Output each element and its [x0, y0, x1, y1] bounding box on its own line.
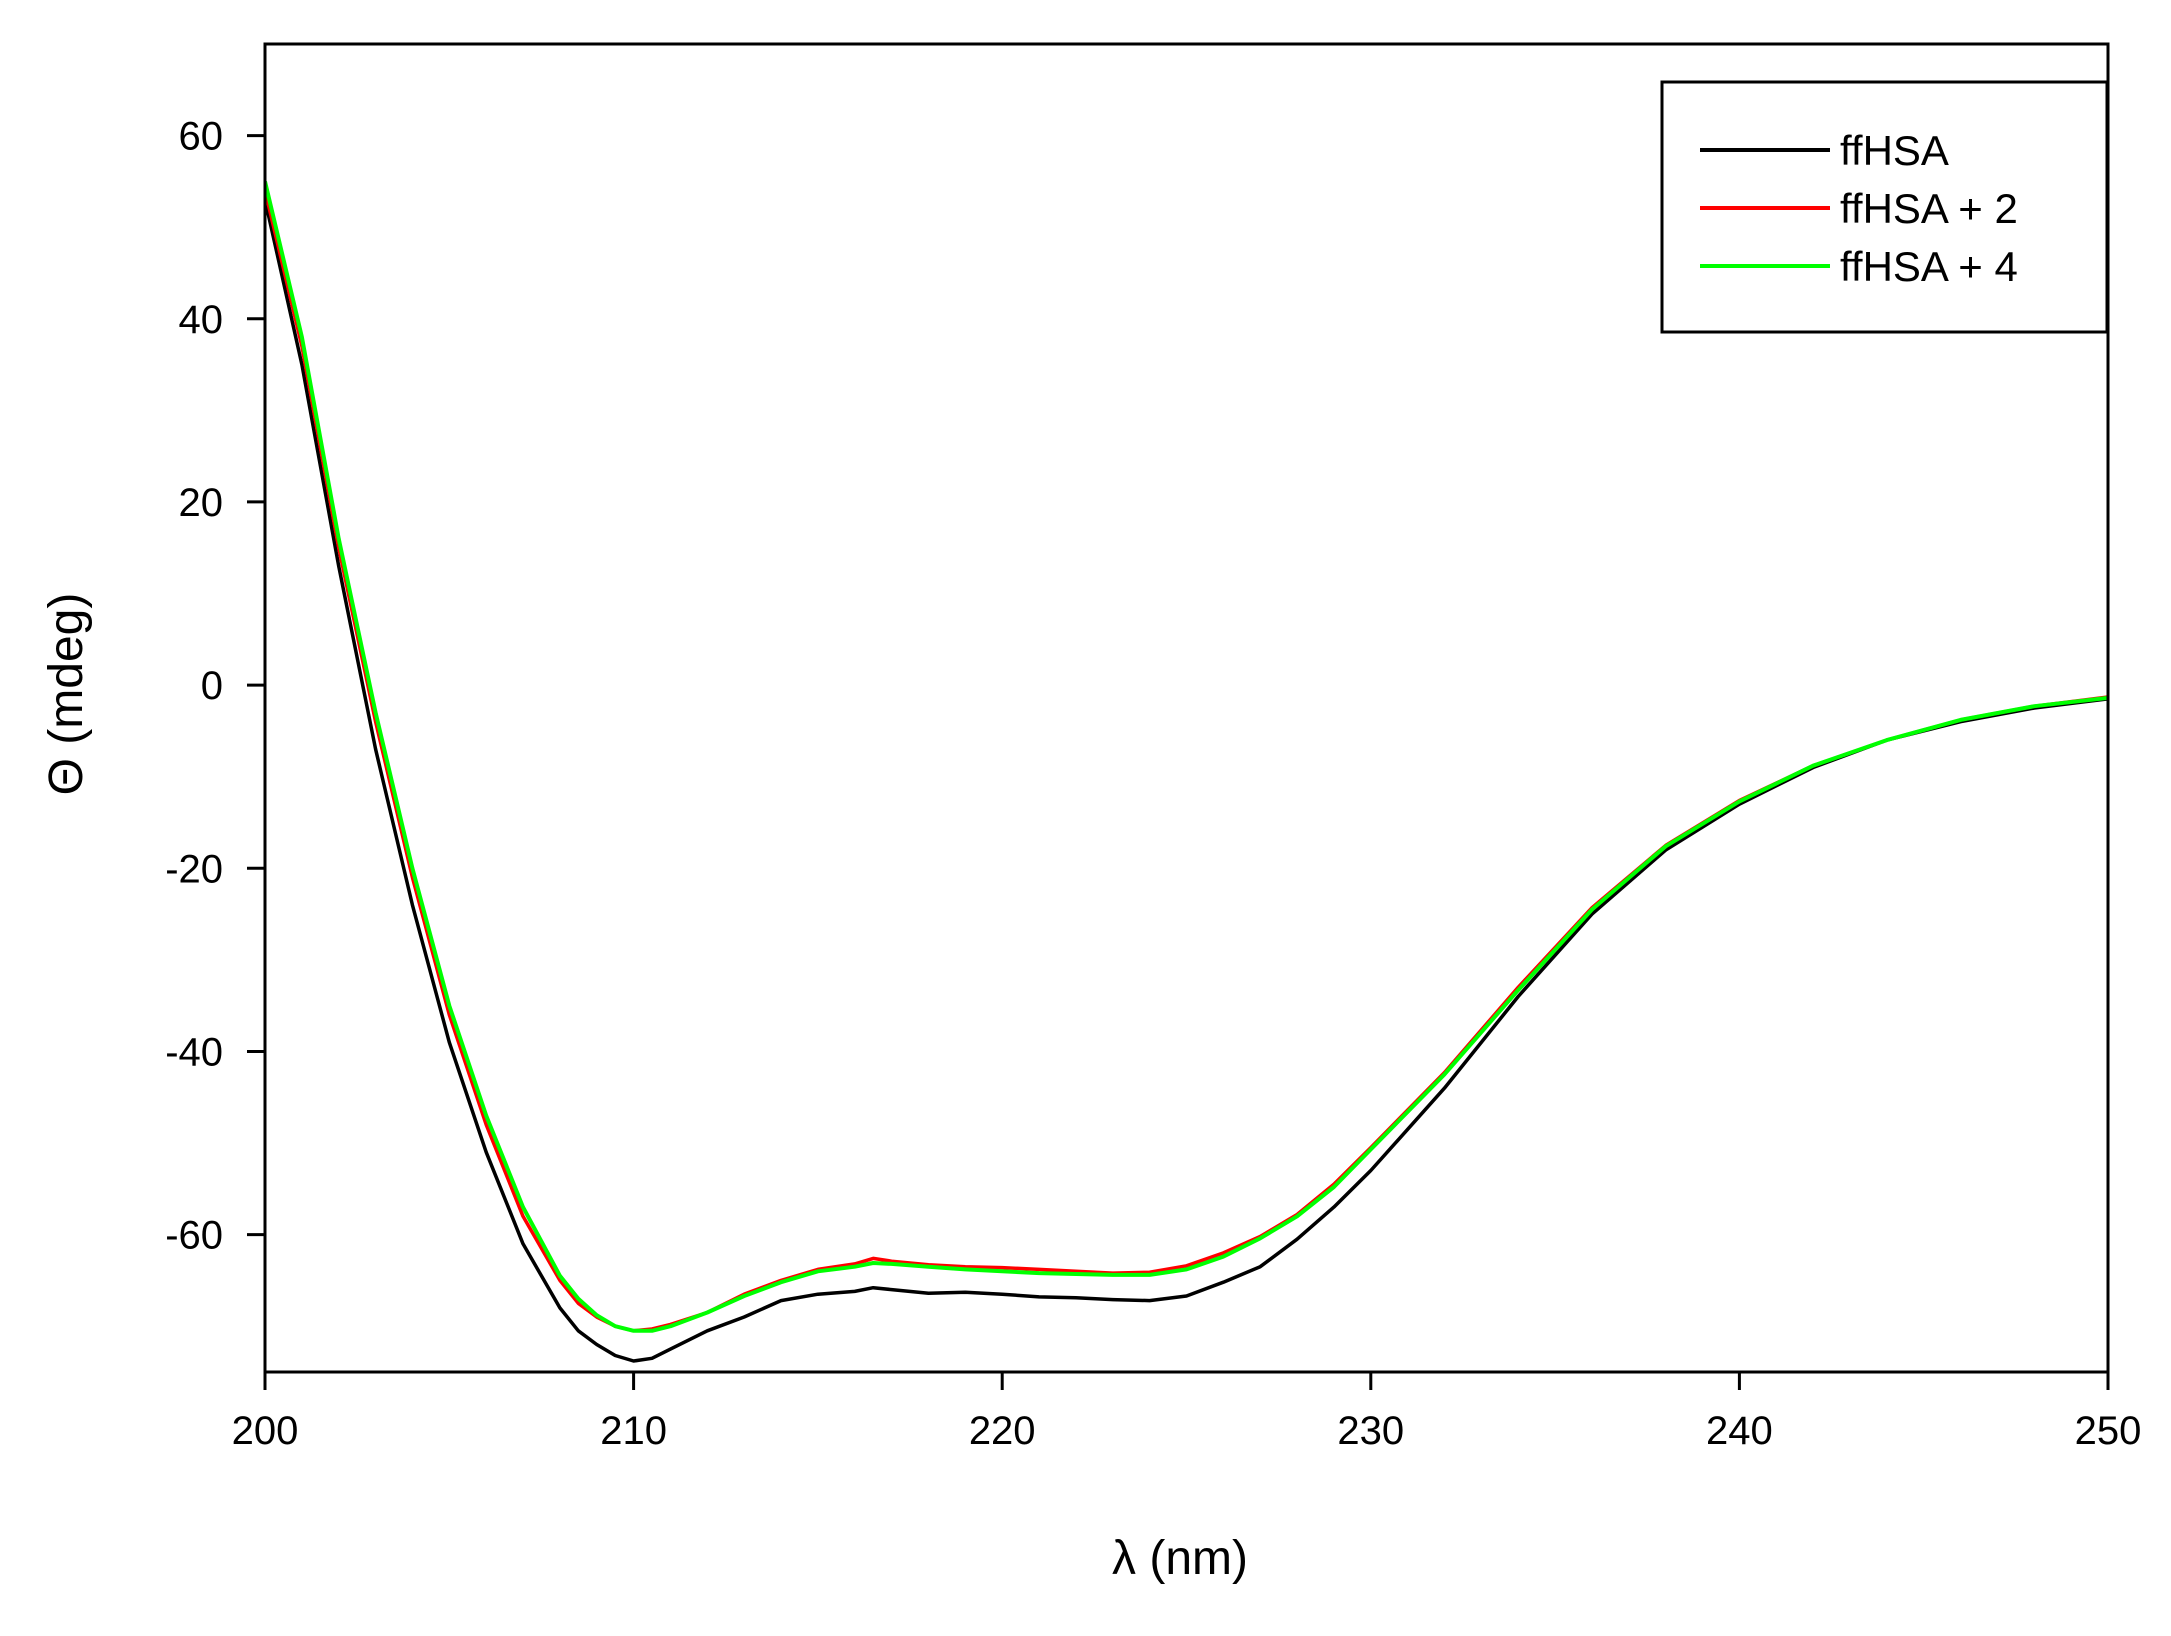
x-tick-label: 250 — [2075, 1409, 2142, 1453]
y-tick-label: -20 — [165, 847, 223, 891]
y-tick-label: 40 — [179, 298, 224, 342]
x-axis-title: λ (nm) — [1112, 1532, 1248, 1585]
plot-frame — [263, 42, 2110, 1374]
y-tick-label: 20 — [179, 481, 224, 525]
series-line-3 — [265, 180, 2108, 1333]
x-tick-label: 220 — [969, 1409, 1036, 1453]
legend: ffHSA ffHSA + 2 ffHSA + 4 — [1660, 80, 2109, 334]
y-tick-label: -60 — [165, 1214, 223, 1258]
x-tick-label: 230 — [1337, 1409, 1404, 1453]
y-tick-label: -40 — [165, 1030, 223, 1074]
y-tick-label: 60 — [179, 115, 224, 159]
axes: 200 210 220 230 240 250 -60 -40 -20 0 20 40 60 — [165, 42, 2142, 1453]
y-tick-label: 0 — [201, 664, 223, 708]
y-axis-title: Θ (mdeg) — [40, 593, 93, 796]
x-tick-label: 200 — [232, 1409, 299, 1453]
series-line-1 — [265, 199, 2108, 1363]
plot-area — [265, 180, 2108, 1363]
legend-label-3: ffHSA + 4 — [1840, 243, 2018, 290]
legend-label-1: ffHSA — [1840, 127, 1949, 174]
series-group — [265, 180, 2108, 1363]
legend-label-2: ffHSA + 2 — [1840, 185, 2018, 232]
x-tick-label: 210 — [600, 1409, 667, 1453]
x-tick-label: 240 — [1706, 1409, 1773, 1453]
